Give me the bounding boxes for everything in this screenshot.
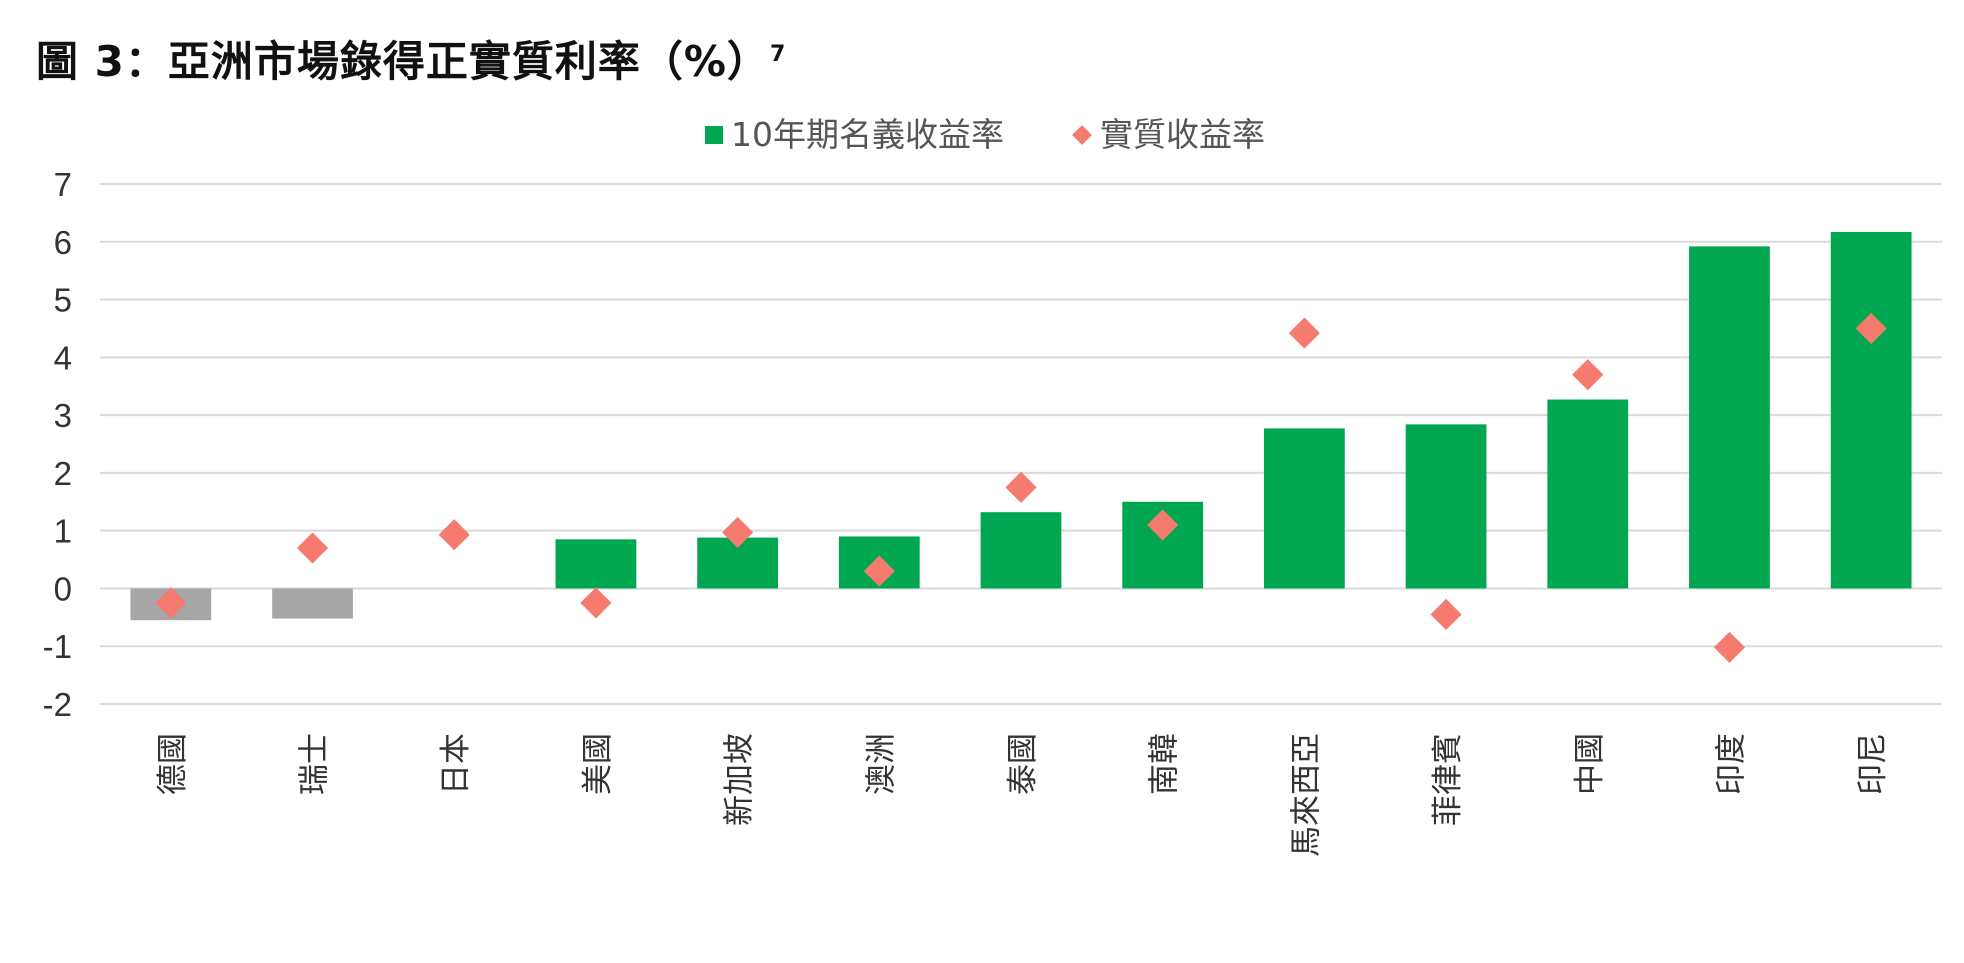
bar [1830,231,1912,589]
bar [555,539,637,589]
x-axis-labels: 德國 瑞士 日本 美國 新加坡 澳洲 泰國 南韓 馬來西亞 菲律賓 中國 印度 印尼 [155,733,1891,857]
x-tick-label: 泰國 [1005,733,1041,795]
marker [1713,631,1746,663]
marker [1288,317,1320,349]
y-tick-label: 1 [54,513,72,550]
x-tick-label: 中國 [1572,733,1608,795]
x-tick-label: 南韓 [1147,733,1183,795]
x-tick-label: 馬來西亞 [1288,733,1324,857]
chart-title: 圖 3：亞洲市場錄得正實質利率（%）7 [36,37,787,86]
bar [272,588,353,619]
y-tick-label: 2 [54,455,72,492]
marker [1005,471,1037,503]
legend-marker-label: 實質收益率 [1100,115,1265,154]
y-tick-label: 7 [54,166,72,203]
y-tick-label: 4 [54,339,72,376]
markers [155,312,1887,663]
marker [1572,359,1604,391]
x-tick-label: 瑞士 [297,733,333,795]
x-tick-label: 印度 [1713,733,1749,795]
marker [1855,312,1887,345]
bar [1689,246,1770,589]
x-tick-label: 菲律賓 [1430,733,1466,826]
x-tick-label: 印尼 [1855,733,1891,795]
y-tick-label: -2 [43,686,72,723]
y-tick-label: 0 [54,570,72,607]
gridlines [100,183,1942,705]
legend: 10年期名義收益率 實質收益率 [705,115,1265,154]
y-axis-ticks: -2 -1 0 1 2 3 4 5 6 7 [43,166,72,723]
x-tick-label: 新加坡 [722,733,758,826]
marker [296,532,329,564]
legend-marker-swatch [1072,125,1092,145]
legend-bar-swatch [705,126,723,144]
marker [438,519,470,551]
y-tick-label: -1 [43,628,72,665]
marker [1430,598,1462,631]
bar [980,512,1062,589]
y-tick-label: 3 [54,397,72,434]
y-tick-label: 5 [54,282,72,319]
bar [1264,428,1345,589]
x-tick-label: 澳洲 [863,733,899,795]
bars [130,231,1912,621]
legend-bar-label: 10年期名義收益率 [731,115,1004,154]
x-tick-label: 日本 [438,733,474,795]
marker [580,587,612,619]
bar [1547,399,1629,589]
x-tick-label: 美國 [580,733,616,795]
y-tick-label: 6 [54,224,72,261]
bar [1405,424,1487,589]
x-tick-label: 德國 [155,733,191,795]
